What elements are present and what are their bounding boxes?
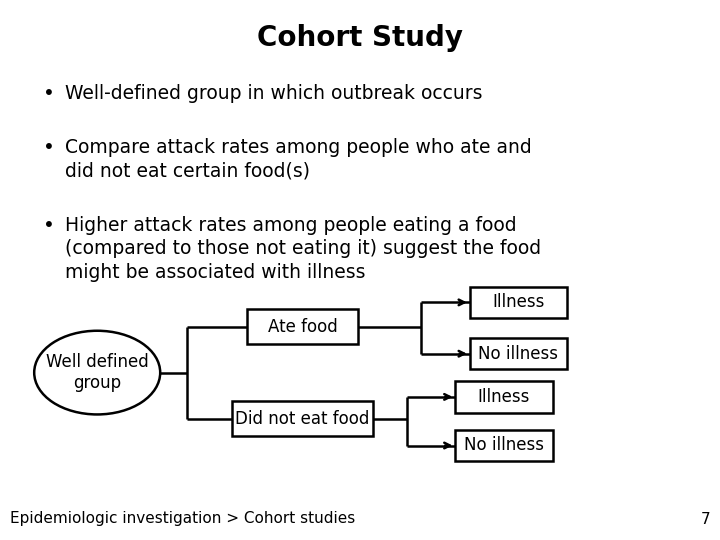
Text: Well defined
group: Well defined group	[46, 353, 148, 392]
Text: Epidemiologic investigation > Cohort studies: Epidemiologic investigation > Cohort stu…	[10, 511, 356, 526]
FancyBboxPatch shape	[455, 430, 553, 461]
Text: Illness: Illness	[478, 388, 530, 406]
Ellipse shape	[35, 330, 160, 415]
Text: Ate food: Ate food	[268, 318, 337, 336]
Text: 7: 7	[701, 511, 710, 526]
Text: No illness: No illness	[478, 345, 559, 363]
Text: Did not eat food: Did not eat food	[235, 409, 369, 428]
FancyBboxPatch shape	[246, 309, 358, 345]
Text: Cohort Study: Cohort Study	[257, 24, 463, 52]
Text: Compare attack rates among people who ate and
did not eat certain food(s): Compare attack rates among people who at…	[65, 138, 531, 180]
Text: •: •	[43, 138, 55, 157]
Text: •: •	[43, 216, 55, 235]
FancyBboxPatch shape	[455, 381, 553, 413]
FancyBboxPatch shape	[232, 401, 373, 436]
Text: No illness: No illness	[464, 436, 544, 455]
FancyBboxPatch shape	[469, 338, 567, 369]
Text: Well-defined group in which outbreak occurs: Well-defined group in which outbreak occ…	[65, 84, 482, 103]
Text: Higher attack rates among people eating a food
(compared to those not eating it): Higher attack rates among people eating …	[65, 216, 541, 282]
Text: Illness: Illness	[492, 293, 544, 312]
FancyBboxPatch shape	[469, 287, 567, 318]
Text: •: •	[43, 84, 55, 103]
